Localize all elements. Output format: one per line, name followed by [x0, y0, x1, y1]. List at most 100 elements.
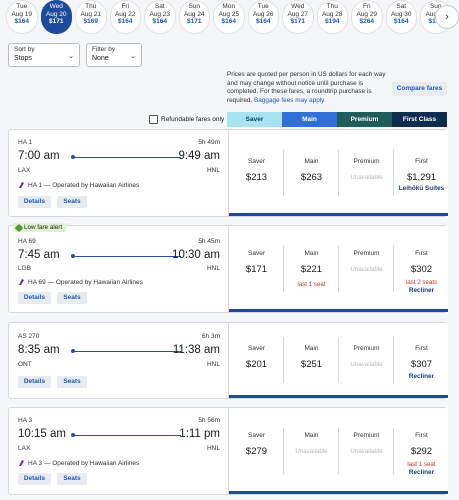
date-dow: Thu	[85, 3, 97, 10]
fare-name: Main	[304, 250, 319, 257]
filter-by-select[interactable]: Filter by None ⌄	[86, 43, 142, 67]
fare-class-header: Saver Main Premium First Class	[227, 112, 447, 127]
date-price: $164	[394, 18, 409, 25]
seats-button[interactable]: Seats	[57, 376, 87, 388]
fare-name: Saver	[248, 345, 265, 352]
flight-info: HA 1 5h 49m 7:00 am 9:49 am LAX HNL HA 1…	[9, 130, 228, 216]
date-item[interactable]: Tue Aug 19 $164	[6, 0, 38, 34]
details-button[interactable]: Details	[18, 376, 51, 388]
date-price: $164	[152, 18, 167, 25]
fare-first[interactable]: First $302 last 2 seats Recliner	[394, 226, 449, 312]
fare-price: $171	[245, 264, 268, 275]
sort-by-label: Sort by	[14, 46, 35, 53]
refundable-filter[interactable]: Refundable fares only	[149, 115, 224, 124]
operator-text: HA 3 — Operated by Hawaiian Airlines	[28, 459, 140, 467]
flight-number: AS 270	[18, 333, 40, 340]
refundable-checkbox[interactable]	[149, 115, 158, 124]
date-item[interactable]: Mon Aug 25 $164	[213, 0, 245, 34]
date-day: Aug 28	[321, 10, 343, 18]
fare-price: $279	[245, 446, 268, 457]
details-button[interactable]: Details	[18, 196, 51, 208]
origin-airport: LGB	[18, 265, 32, 272]
fare-name: Main	[304, 432, 319, 439]
fare-unavailable: Unavailable	[350, 448, 383, 455]
baggage-fees-link[interactable]: Baggage fees may apply.	[254, 96, 326, 104]
fare-premium: Premium Unavailable	[339, 408, 394, 494]
hawaiian-airlines-icon	[19, 182, 24, 188]
date-day: Aug 20	[45, 10, 67, 18]
operator-info: HA 1 — Operated by Hawaiian Airlines	[18, 181, 139, 189]
operator-text: HA 69 — Operated by Hawaiian Airlines	[28, 278, 143, 286]
date-item[interactable]: Sat Aug 23 $164	[144, 0, 176, 34]
fare-unavailable: Unavailable	[350, 266, 383, 273]
fare-main[interactable]: Main $221 last 1 seat	[284, 226, 339, 312]
date-dow: Mon	[222, 3, 236, 10]
date-item[interactable]: Sun Aug 24 $171	[178, 0, 210, 34]
date-item[interactable]: Fri Aug 29 $264	[351, 0, 383, 34]
origin-airport: ONT	[18, 361, 32, 368]
flight-duration: 6h 3m	[201, 333, 220, 340]
fare-main: Main Unavailable	[284, 408, 339, 494]
flight-card: HA 1 5h 49m 7:00 am 9:49 am LAX HNL HA 1…	[8, 129, 449, 217]
fare-name: First	[415, 158, 428, 165]
fare-saver[interactable]: Saver $279	[229, 408, 284, 494]
date-dow: Sat	[396, 3, 407, 10]
fare-name: First	[415, 345, 428, 352]
fare-first[interactable]: First $1,291 Leihōkū Suites	[394, 130, 449, 216]
cabin-type: Recliner	[408, 469, 435, 476]
sort-by-select[interactable]: Sort by Stops ⌄	[8, 43, 80, 67]
origin-airport: LAX	[18, 167, 31, 174]
refundable-label: Refundable fares only	[161, 116, 225, 123]
hawaiian-airlines-icon	[19, 279, 24, 285]
date-dow: Tue	[16, 3, 28, 10]
date-item-selected[interactable]: Wed Aug 20 $171	[40, 0, 72, 34]
details-button[interactable]: Details	[18, 292, 51, 304]
fare-first[interactable]: First $307 Recliner	[394, 323, 449, 398]
date-item[interactable]: Sat Aug 30 $164	[385, 0, 417, 34]
fare-saver[interactable]: Saver $213	[229, 130, 284, 216]
date-item[interactable]: Wed Aug 27 $171	[282, 0, 314, 34]
fare-price: $213	[245, 172, 268, 183]
seats-button[interactable]: Seats	[57, 196, 87, 208]
destination-airport: HNL	[206, 445, 220, 452]
flight-duration: 5h 56m	[198, 417, 220, 424]
operator-info: HA 3 — Operated by Hawaiian Airlines	[18, 459, 139, 467]
compare-fares-button[interactable]: Compare fares	[392, 82, 447, 96]
date-strip: Tue Aug 19 $164 Wed Aug 20 $171 Thu Aug 21 $16…	[0, 0, 459, 38]
fare-selected-bar	[229, 309, 448, 312]
departure-time: 7:00 am	[18, 150, 60, 162]
flight-info: AS 270 6h 3m 8:35 am 11:38 am ONT HNL De…	[9, 323, 228, 398]
cabin-type: Recliner	[408, 373, 435, 380]
departure-time: 10:15 am	[18, 428, 66, 440]
date-price: $171	[290, 18, 305, 25]
seats-button[interactable]: Seats	[57, 292, 87, 304]
seats-button[interactable]: Seats	[57, 473, 87, 485]
fare-main[interactable]: Main $251	[284, 323, 339, 398]
fare-options: Saver $279 Main Unavailable Premium Unavail…	[228, 408, 448, 494]
date-item[interactable]: Thu Aug 21 $169	[75, 0, 107, 34]
fare-price: $292	[410, 446, 433, 457]
details-button[interactable]: Details	[18, 473, 51, 485]
flight-duration: 5h 49m	[198, 139, 220, 146]
date-price: $171	[187, 18, 202, 25]
fare-saver[interactable]: Saver $171	[229, 226, 284, 312]
fare-first[interactable]: First $292 last 1 seat Recliner	[394, 408, 449, 494]
fare-main[interactable]: Main $263	[284, 130, 339, 216]
seats-left-note: last 1 seat	[407, 461, 436, 468]
fare-name: Premium	[353, 432, 380, 439]
fare-saver[interactable]: Saver $201	[229, 323, 284, 398]
arrival-time: 1:11 pm	[179, 428, 220, 440]
next-dates-button[interactable]: ›	[435, 5, 459, 29]
fare-header-saver: Saver	[227, 112, 282, 127]
filter-by-label: Filter by	[92, 46, 116, 53]
fare-price: $307	[410, 359, 433, 370]
date-dow: Wed	[291, 3, 305, 10]
date-item[interactable]: Fri Aug 22 $164	[109, 0, 141, 34]
operator-info: HA 69 — Operated by Hawaiian Airlines	[18, 278, 143, 286]
flight-card: Low fare alert HA 69 5h 45m 7:45 am 10:3…	[8, 223, 449, 313]
destination-airport: HNL	[206, 167, 220, 174]
seats-left-note: last 1 seat	[297, 281, 326, 288]
date-day: Aug 22	[114, 10, 136, 18]
date-item[interactable]: Thu Aug 28 $194	[316, 0, 348, 34]
date-item[interactable]: Tue Aug 26 $164	[247, 0, 279, 34]
